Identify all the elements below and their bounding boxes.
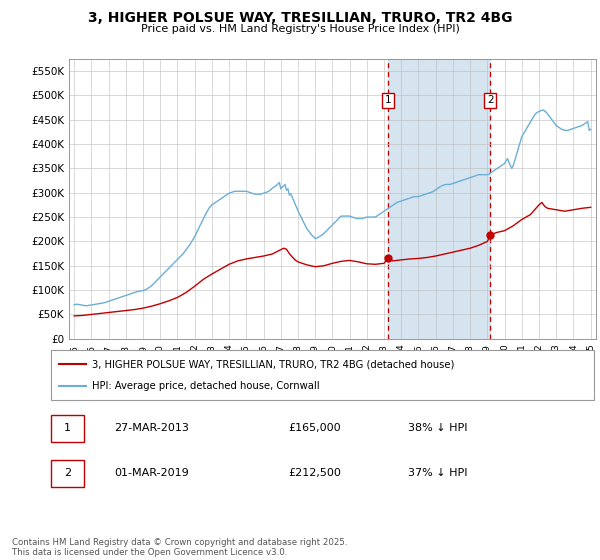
Text: 3, HIGHER POLSUE WAY, TRESILLIAN, TRURO, TR2 4BG: 3, HIGHER POLSUE WAY, TRESILLIAN, TRURO,… (88, 11, 512, 25)
Text: Contains HM Land Registry data © Crown copyright and database right 2025.
This d: Contains HM Land Registry data © Crown c… (12, 538, 347, 557)
Text: 2: 2 (64, 468, 71, 478)
Text: 38% ↓ HPI: 38% ↓ HPI (408, 423, 467, 433)
Text: HPI: Average price, detached house, Cornwall: HPI: Average price, detached house, Corn… (92, 381, 319, 391)
Text: 37% ↓ HPI: 37% ↓ HPI (408, 468, 467, 478)
Bar (388, 59, 490, 339)
Text: 3, HIGHER POLSUE WAY, TRESILLIAN, TRURO, TR2 4BG (detached house): 3, HIGHER POLSUE WAY, TRESILLIAN, TRURO,… (92, 359, 454, 369)
Text: 2: 2 (487, 95, 494, 105)
Text: 27-MAR-2013: 27-MAR-2013 (114, 423, 189, 433)
Text: £212,500: £212,500 (288, 468, 341, 478)
Text: 01-MAR-2019: 01-MAR-2019 (114, 468, 189, 478)
Text: 1: 1 (64, 423, 71, 433)
Text: 1: 1 (385, 95, 391, 105)
Text: Price paid vs. HM Land Registry's House Price Index (HPI): Price paid vs. HM Land Registry's House … (140, 24, 460, 34)
Text: £165,000: £165,000 (288, 423, 341, 433)
